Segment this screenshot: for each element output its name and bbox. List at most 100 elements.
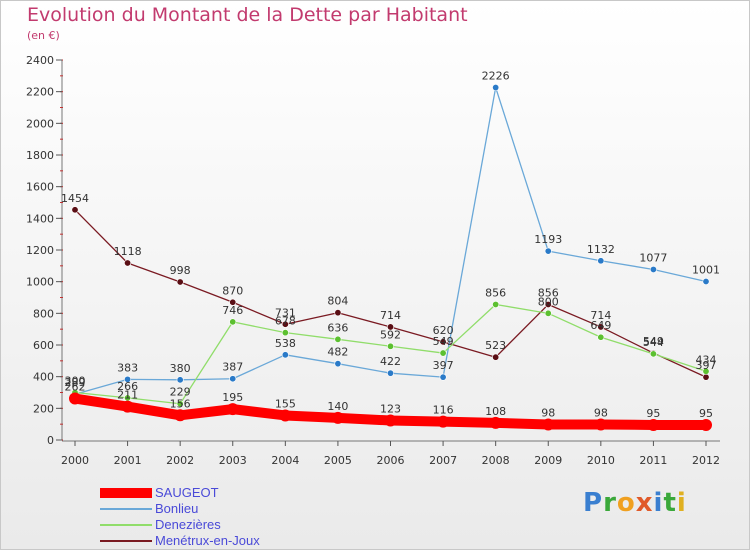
y-tick-label: 800 bbox=[33, 307, 54, 320]
logo-letter: P bbox=[583, 488, 604, 518]
data-label: 95 bbox=[699, 407, 713, 420]
logo-letter: o bbox=[616, 488, 636, 518]
data-label: 156 bbox=[170, 397, 191, 410]
data-point bbox=[174, 409, 187, 422]
data-point bbox=[489, 416, 502, 429]
y-tick-label: 1800 bbox=[26, 149, 54, 162]
x-tick-label: 2006 bbox=[377, 454, 405, 467]
data-point bbox=[597, 333, 605, 341]
data-point bbox=[386, 369, 394, 377]
legend-swatch bbox=[100, 508, 152, 510]
data-point bbox=[544, 247, 552, 255]
data-label: 870 bbox=[222, 284, 243, 297]
data-point bbox=[281, 320, 289, 328]
x-tick-label: 2010 bbox=[587, 454, 615, 467]
data-label: 397 bbox=[433, 359, 454, 372]
data-point bbox=[594, 418, 607, 431]
data-label: 636 bbox=[327, 321, 348, 334]
data-point bbox=[226, 403, 239, 416]
legend-label: Denezières bbox=[155, 517, 221, 532]
data-point bbox=[229, 318, 237, 326]
data-point bbox=[544, 300, 552, 308]
logo-letter: i bbox=[676, 488, 687, 518]
data-point bbox=[331, 411, 344, 424]
data-point bbox=[281, 329, 289, 337]
data-point bbox=[124, 259, 132, 267]
data-point bbox=[386, 323, 394, 331]
x-tick-label: 2009 bbox=[534, 454, 562, 467]
data-point bbox=[334, 360, 342, 368]
data-point bbox=[176, 278, 184, 286]
data-label: 746 bbox=[222, 304, 243, 317]
data-label: 856 bbox=[485, 286, 506, 299]
data-label: 98 bbox=[594, 406, 608, 419]
data-label: 229 bbox=[170, 386, 191, 399]
data-label: 800 bbox=[538, 295, 559, 308]
logo-letter: r bbox=[603, 488, 617, 518]
data-point bbox=[544, 309, 552, 317]
data-label: 98 bbox=[541, 406, 555, 419]
legend-swatch bbox=[100, 524, 152, 526]
data-point bbox=[384, 414, 397, 427]
y-tick-label: 1400 bbox=[26, 212, 54, 225]
chart-title: Evolution du Montant de la Dette par Hab… bbox=[27, 4, 468, 26]
data-point bbox=[492, 300, 500, 308]
data-point bbox=[702, 367, 710, 375]
x-tick-label: 2004 bbox=[271, 454, 299, 467]
data-point bbox=[597, 323, 605, 331]
data-label: 155 bbox=[275, 397, 296, 410]
data-point bbox=[492, 84, 500, 92]
data-point bbox=[437, 415, 450, 428]
x-tick-label: 2001 bbox=[114, 454, 142, 467]
chart-subtitle: (en €) bbox=[27, 29, 60, 42]
data-label: 266 bbox=[117, 380, 138, 393]
y-tick-label: 2400 bbox=[26, 54, 54, 67]
y-tick-label: 600 bbox=[33, 339, 54, 352]
data-label: 678 bbox=[275, 315, 296, 328]
y-tick-label: 1600 bbox=[26, 181, 54, 194]
data-label: 731 bbox=[275, 306, 296, 319]
data-point bbox=[542, 418, 555, 431]
data-label: 380 bbox=[170, 362, 191, 375]
data-label: 2226 bbox=[482, 70, 510, 83]
data-label: 300 bbox=[65, 375, 86, 388]
data-label: 549 bbox=[433, 335, 454, 348]
data-point bbox=[176, 376, 184, 384]
data-point bbox=[71, 206, 79, 214]
x-tick-label: 2005 bbox=[324, 454, 352, 467]
data-point bbox=[700, 418, 712, 431]
data-label: 422 bbox=[380, 355, 401, 368]
data-label: 1132 bbox=[587, 243, 615, 256]
data-label: 523 bbox=[485, 339, 506, 352]
x-tick-label: 2008 bbox=[482, 454, 510, 467]
data-label: 856 bbox=[538, 286, 559, 299]
data-point bbox=[492, 353, 500, 361]
data-label: 195 bbox=[222, 391, 243, 404]
data-point bbox=[279, 409, 292, 422]
data-label: 434 bbox=[696, 353, 717, 366]
data-point bbox=[124, 375, 132, 383]
data-label: 714 bbox=[380, 309, 401, 322]
x-tick-label: 2012 bbox=[692, 454, 720, 467]
x-tick-label: 2002 bbox=[166, 454, 194, 467]
data-point bbox=[229, 298, 237, 306]
data-label: 482 bbox=[327, 346, 348, 359]
legend-label: SAUGEOT bbox=[155, 485, 219, 500]
y-tick-label: 1200 bbox=[26, 244, 54, 257]
legend-swatch bbox=[100, 540, 152, 542]
data-label: 387 bbox=[222, 361, 243, 374]
data-label: 123 bbox=[380, 403, 401, 416]
proxiti-logo[interactable]: Proxiti bbox=[583, 488, 687, 518]
data-point bbox=[649, 350, 657, 358]
y-tick-label: 200 bbox=[33, 402, 54, 415]
legend-label: Menétrux-en-Joux bbox=[155, 533, 260, 548]
data-label: 289 bbox=[65, 376, 86, 389]
data-label: 592 bbox=[380, 328, 401, 341]
data-label: 620 bbox=[433, 324, 454, 337]
data-label: 998 bbox=[170, 264, 191, 277]
data-label: 804 bbox=[327, 295, 348, 308]
data-label: 649 bbox=[590, 319, 611, 332]
data-point bbox=[702, 373, 710, 381]
data-point bbox=[176, 400, 184, 408]
legend-swatch bbox=[100, 488, 152, 498]
